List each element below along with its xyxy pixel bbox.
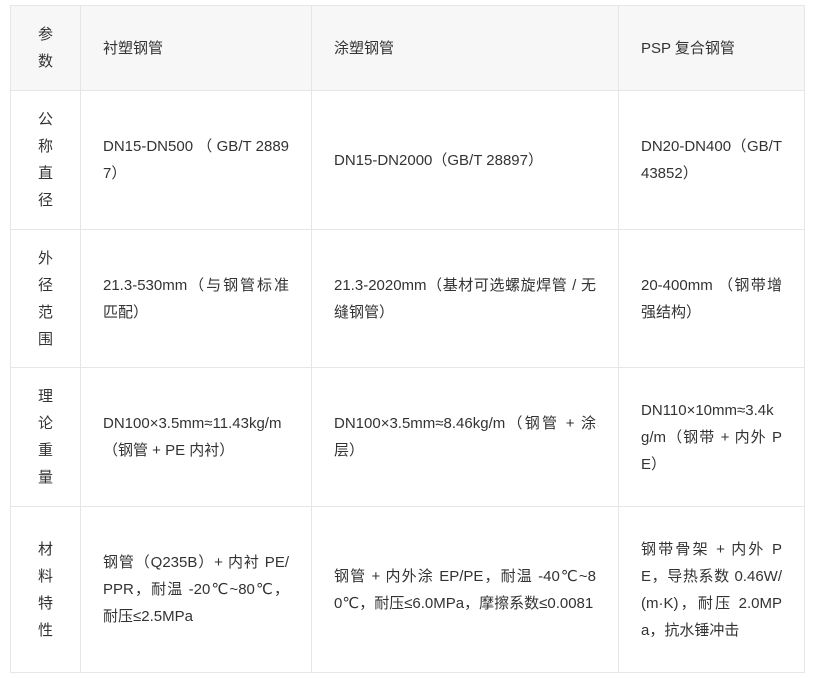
row-param: 材料特性: [10, 506, 81, 673]
table-cell: 21.3-530mm（与钢管标准匹配）: [80, 229, 312, 368]
header-lined-pipe: 衬塑钢管: [80, 5, 312, 91]
table-row: 外径范围 21.3-530mm（与钢管标准匹配） 21.3-2020mm（基材可…: [10, 229, 805, 368]
row-param: 理论重量: [10, 367, 81, 507]
table-row: 公称直径 DN15-DN500 （ GB/T 28897） DN15-DN200…: [10, 90, 805, 230]
table-cell: DN20-DN400（GB/T 43852）: [618, 90, 805, 230]
table-cell: DN100×3.5mm≈11.43kg/m（钢管 + PE 内衬）: [80, 367, 312, 507]
table-row: 材料特性 钢管（Q235B）+ 内衬 PE/PPR，耐温 -20℃~80℃，耐压…: [10, 506, 805, 673]
table-cell: 钢管（Q235B）+ 内衬 PE/PPR，耐温 -20℃~80℃，耐压≤2.5M…: [80, 506, 312, 673]
comparison-table: 参数 衬塑钢管 涂塑钢管 PSP 复合钢管 公称直径 DN15-DN500 （ …: [10, 5, 805, 673]
header-coated-pipe: 涂塑钢管: [311, 5, 619, 91]
table-cell: 21.3-2020mm（基材可选螺旋焊管 / 无缝钢管）: [311, 229, 619, 368]
row-param: 外径范围: [10, 229, 81, 368]
table-cell: DN15-DN2000（GB/T 28897）: [311, 90, 619, 230]
table-cell: 钢管 + 内外涂 EP/PE，耐温 -40℃~80℃，耐压≤6.0MPa，摩擦系…: [311, 506, 619, 673]
header-param: 参数: [10, 5, 81, 91]
table-cell: DN15-DN500 （ GB/T 28897）: [80, 90, 312, 230]
header-row: 参数 衬塑钢管 涂塑钢管 PSP 复合钢管: [10, 5, 805, 91]
row-param: 公称直径: [10, 90, 81, 230]
table-row: 理论重量 DN100×3.5mm≈11.43kg/m（钢管 + PE 内衬） D…: [10, 367, 805, 507]
table-cell: 钢带骨架 + 内外 PE，导热系数 0.46W/(m·K)，耐压 2.0MPa，…: [618, 506, 805, 673]
table-cell: 20-400mm （钢带增强结构）: [618, 229, 805, 368]
table-cell: DN100×3.5mm≈8.46kg/m（钢管 + 涂层）: [311, 367, 619, 507]
header-psp-pipe: PSP 复合钢管: [618, 5, 805, 91]
table-cell: DN110×10mm≈3.4kg/m（钢带 + 内外 PE）: [618, 367, 805, 507]
